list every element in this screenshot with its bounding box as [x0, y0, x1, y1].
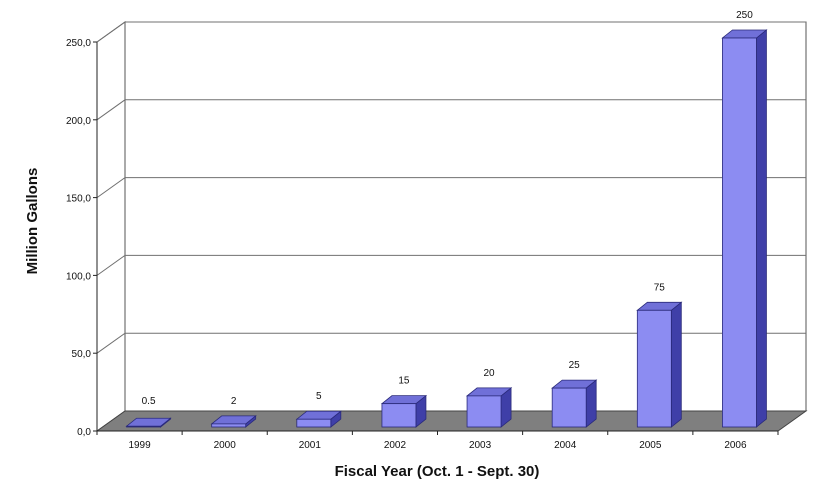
x-tick-label-2002: 2002 — [384, 440, 407, 451]
data-label-2004: 25 — [569, 360, 581, 371]
bars — [125, 29, 768, 428]
data-label-2001: 5 — [316, 391, 322, 402]
chart-floor — [95, 42, 808, 432]
bar-2003 — [466, 395, 502, 428]
y-axis-title: Million Gallons — [24, 168, 41, 275]
y-axis-ticks: 0,0 50,0 100,0 150,0 200,0 250,0 — [66, 38, 97, 438]
data-label-1999: 0.5 — [142, 396, 156, 407]
x-axis-ticks: 1999 2000 2001 2002 2003 2004 2005 2006 — [96, 431, 779, 451]
data-label-2003: 20 — [484, 368, 496, 379]
chart-walls — [96, 21, 807, 432]
x-tick-label-2005: 2005 — [639, 440, 662, 451]
data-label-2005: 75 — [654, 282, 666, 293]
floor-plane — [95, 410, 808, 432]
grid-lines — [96, 21, 806, 354]
grid-line — [96, 254, 806, 276]
x-tick-label-2000: 2000 — [214, 440, 237, 451]
data-label-2002: 15 — [398, 376, 410, 387]
grid-line — [96, 332, 806, 354]
bar-2000 — [211, 423, 247, 428]
y-tick-label: 200,0 — [66, 116, 91, 127]
x-tick-label-2003: 2003 — [469, 440, 492, 451]
side-wall — [96, 21, 126, 432]
bar-2006 — [722, 37, 757, 428]
y-tick-label: 150,0 — [66, 194, 91, 205]
x-tick-label-2006: 2006 — [724, 440, 747, 451]
data-label-2000: 2 — [231, 396, 237, 407]
x-tick-label-2004: 2004 — [554, 440, 577, 451]
bar-1999 — [126, 425, 161, 428]
x-axis-title: Fiscal Year (Oct. 1 - Sept. 30) — [335, 463, 540, 480]
grid-line — [96, 177, 806, 199]
x-tick-label-2001: 2001 — [299, 440, 322, 451]
bar-2002 — [381, 403, 417, 428]
bar-2001 — [296, 418, 332, 428]
grid-line — [96, 21, 806, 43]
back-wall — [124, 21, 807, 412]
bar-2005 — [636, 309, 672, 428]
bar-side-2005 — [670, 301, 682, 428]
y-tick-label: 50,0 — [72, 349, 92, 360]
y-tick-label: 0,0 — [77, 427, 91, 438]
bar-2004 — [551, 387, 587, 428]
y-tick-label: 100,0 — [66, 271, 91, 282]
grid-line — [96, 99, 806, 121]
bar-side-2006 — [756, 29, 767, 428]
data-label-2006: 250 — [736, 10, 753, 21]
y-tick-label: 250,0 — [66, 38, 91, 49]
x-tick-label-1999: 1999 — [128, 440, 151, 451]
